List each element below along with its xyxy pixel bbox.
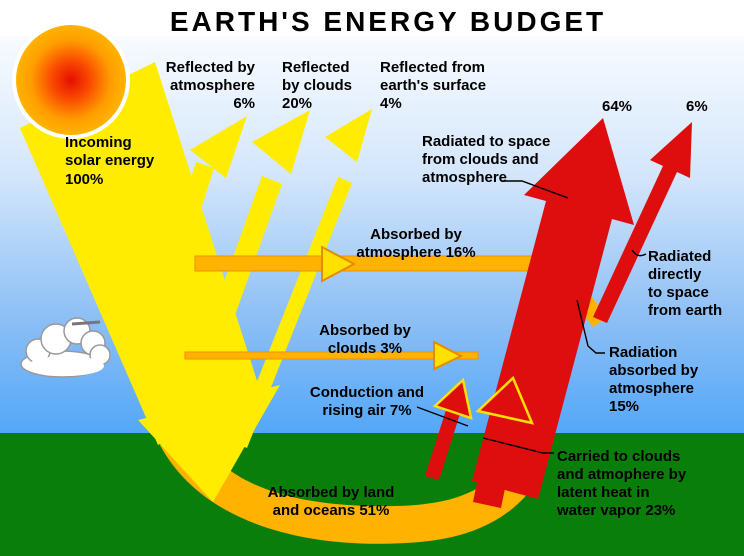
svg-text:Reflected from: Reflected from [380, 59, 485, 76]
svg-text:rising air 7%: rising air 7% [322, 402, 411, 419]
svg-text:solar energy: solar energy [65, 152, 155, 169]
svg-text:6%: 6% [233, 95, 255, 112]
svg-text:from clouds and: from clouds and [422, 151, 539, 168]
svg-text:Reflected by: Reflected by [166, 59, 256, 76]
svg-text:atmosphere 16%: atmosphere 16% [356, 244, 475, 261]
svg-text:Radiated to space: Radiated to space [422, 133, 550, 150]
reflected-atmosphere-arrow [141, 116, 247, 343]
svg-text:by clouds: by clouds [282, 77, 352, 94]
svg-text:4%: 4% [380, 95, 402, 112]
absorbed-clouds-band [184, 351, 479, 360]
svg-text:water vapor 23%: water vapor 23% [556, 502, 675, 519]
absorbed-atmosphere-arrowhead-icon [321, 245, 357, 283]
label-radiated-space: Radiated to space from clouds and atmosp… [422, 133, 550, 186]
label-reflected-clouds: Reflected by clouds 20% [282, 59, 352, 112]
label-radiated-direct: Radiated directly to space from earth [648, 248, 722, 319]
svg-text:100%: 100% [65, 171, 103, 188]
reflected-surface-arrow [233, 109, 372, 448]
label-radiated-direct-pct: 6% [686, 98, 708, 115]
svg-text:15%: 15% [609, 398, 639, 415]
page-title: EARTH'S ENERGY BUDGET [170, 6, 606, 37]
svg-text:atmosphere: atmosphere [609, 380, 694, 397]
conduction-arrow [425, 377, 473, 480]
svg-text:atmosphere: atmosphere [170, 77, 255, 94]
svg-text:Incoming: Incoming [65, 134, 132, 151]
svg-text:Radiated: Radiated [648, 248, 711, 265]
svg-text:to space: to space [648, 284, 709, 301]
label-absorbed-clouds: Absorbed by clouds 3% [319, 322, 411, 357]
leader-line-radiation-absorbed [576, 299, 605, 354]
svg-text:and oceans 51%: and oceans 51% [273, 502, 390, 519]
svg-text:latent heat in: latent heat in [557, 484, 650, 501]
svg-text:atmosphere: atmosphere [422, 169, 507, 186]
leader-line-radiated-space [502, 180, 569, 199]
latent-heat-arrow [473, 375, 535, 508]
title-band [0, 0, 744, 40]
svg-text:Carried to clouds: Carried to clouds [557, 448, 680, 465]
label-reflected-atmosphere: Reflected by atmosphere 6% [166, 59, 256, 112]
svg-text:from earth: from earth [648, 302, 722, 319]
svg-text:20%: 20% [282, 95, 312, 112]
label-radiation-absorbed: Radiation absorbed by atmosphere 15% [609, 344, 699, 415]
svg-text:directly: directly [648, 266, 702, 283]
label-radiated-space-pct: 64% [602, 98, 632, 115]
radiated-direct-arrow [593, 122, 692, 323]
label-absorbed-atmosphere: Absorbed by atmosphere 16% [356, 226, 475, 261]
sun-icon [12, 21, 130, 139]
svg-text:Reflected: Reflected [282, 59, 350, 76]
svg-text:and atmophere by: and atmophere by [557, 466, 687, 483]
label-latent-heat: Carried to clouds and atmophere by laten… [556, 448, 687, 519]
svg-text:earth's surface: earth's surface [380, 77, 486, 94]
absorbed-clouds-arrowhead-icon [433, 340, 464, 371]
svg-text:Absorbed by: Absorbed by [319, 322, 411, 339]
label-absorbed-land: Absorbed by land and oceans 51% [268, 484, 395, 519]
absorbed-land-swoosh [160, 432, 548, 544]
svg-text:Absorbed by land: Absorbed by land [268, 484, 395, 501]
leader-line-latent-heat [482, 437, 554, 454]
svg-text:clouds 3%: clouds 3% [328, 340, 402, 357]
label-conduction: Conduction and rising air 7% [310, 384, 424, 419]
svg-text:absorbed by: absorbed by [609, 362, 699, 379]
leader-line-conduction [416, 406, 469, 427]
label-incoming: Incoming solar energy 100% [65, 134, 155, 188]
svg-text:Radiation: Radiation [609, 344, 677, 361]
label-reflected-surface: Reflected from earth's surface 4% [380, 59, 486, 112]
leader-line-radiated-direct [631, 249, 647, 257]
svg-text:Absorbed by: Absorbed by [370, 226, 462, 243]
svg-text:Conduction and: Conduction and [310, 384, 424, 401]
cloud-icon [20, 317, 111, 378]
reflected-clouds-arrow [185, 110, 310, 399]
